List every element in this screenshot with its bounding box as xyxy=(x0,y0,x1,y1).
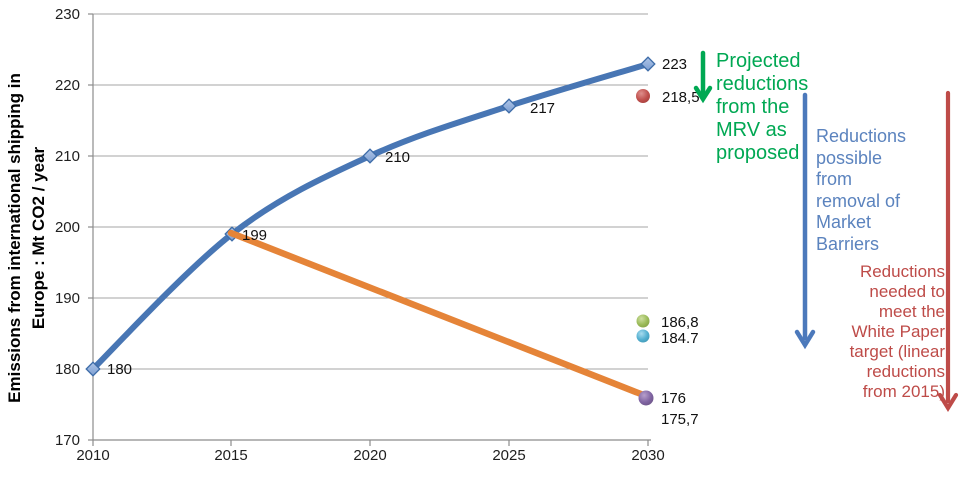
label-210: 210 xyxy=(385,149,410,166)
diamond-marker-2030 xyxy=(640,56,656,72)
label-217: 217 xyxy=(530,100,555,117)
label-199: 199 xyxy=(242,227,267,244)
diamond-markers xyxy=(85,56,656,377)
dot-mrv-red xyxy=(636,89,650,103)
dot-cyan xyxy=(636,329,650,343)
annotation-market-barriers: Reductions possible from removal of Mark… xyxy=(816,126,907,254)
diamond-marker-2025 xyxy=(501,98,517,114)
x-tick: 2030 xyxy=(631,447,664,464)
white-paper-arrow xyxy=(937,90,959,413)
label-175-7: 175,7 xyxy=(661,411,699,428)
y-tick-labels: 230 220 210 200 190 180 170 xyxy=(55,6,80,449)
y-tick: 170 xyxy=(55,432,80,449)
x-tick: 2015 xyxy=(214,447,247,464)
label-184-7: 184.7 xyxy=(661,330,699,347)
y-tick: 200 xyxy=(55,219,80,236)
x-tick: 2025 xyxy=(492,447,525,464)
market-barriers-arrow xyxy=(794,92,816,350)
x-tick: 2010 xyxy=(76,447,109,464)
x-tick: 2020 xyxy=(353,447,386,464)
y-gridlines xyxy=(93,13,648,370)
y-axis-title-line1: Emissions from international shipping in xyxy=(5,73,24,403)
y-tick: 180 xyxy=(55,361,80,378)
emissions-curve xyxy=(90,61,651,372)
annotation-white-paper: Reductions needed to meet the White Pape… xyxy=(849,262,945,401)
dot-purple xyxy=(638,390,654,406)
label-223: 223 xyxy=(662,56,687,73)
mrv-arrow xyxy=(693,50,713,104)
dot-green xyxy=(636,314,650,328)
y-tick: 230 xyxy=(55,6,80,23)
annotation-mrv: Projected reductions from the MRV as pro… xyxy=(716,50,809,164)
reduction-line xyxy=(227,229,650,400)
x-tick-labels: 2010 2015 2020 2025 2030 xyxy=(76,447,664,464)
label-218-5: 218,5 xyxy=(662,89,700,106)
diamond-marker-2010 xyxy=(85,361,101,377)
label-176: 176 xyxy=(661,390,686,407)
y-tick: 190 xyxy=(55,290,80,307)
y-axis-title-line2: Europe : Mt CO2 / year xyxy=(29,146,48,329)
y-tick: 210 xyxy=(55,148,80,165)
y-axis-ticks xyxy=(88,13,93,441)
diamond-marker-2020 xyxy=(362,148,378,164)
data-labels: 180 199 210 217 223 218,5 186,8 184.7 17… xyxy=(107,56,700,428)
label-186-8: 186,8 xyxy=(661,314,699,331)
y-tick: 220 xyxy=(55,77,80,94)
x-axis-ticks xyxy=(92,440,649,446)
label-180: 180 xyxy=(107,361,132,378)
